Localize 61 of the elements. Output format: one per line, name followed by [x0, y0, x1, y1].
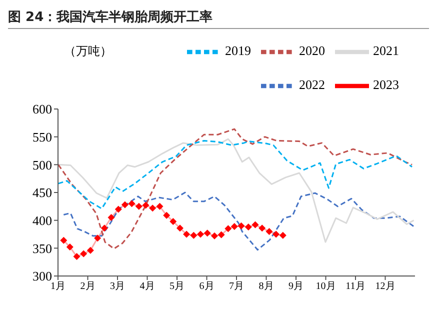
point	[210, 232, 218, 240]
legend-label: 2019	[225, 42, 251, 58]
x-tick-label: 7月	[229, 281, 244, 292]
y-tick-label: 450	[32, 185, 52, 200]
point	[121, 201, 128, 208]
point	[170, 218, 177, 225]
legend-label: 2021	[373, 42, 399, 58]
point	[94, 234, 102, 242]
y-axis-title: （万吨）	[64, 43, 112, 60]
point	[86, 246, 94, 254]
point	[224, 225, 232, 232]
point	[156, 202, 164, 210]
x-tick-label: 12月	[375, 281, 396, 292]
point	[244, 224, 252, 231]
point	[204, 230, 211, 237]
point	[135, 202, 142, 210]
point	[252, 221, 259, 228]
point	[190, 232, 198, 239]
point	[108, 214, 115, 222]
x-tick-label: 8月	[258, 281, 274, 292]
y-tick-label: 600	[32, 102, 52, 117]
x-tick-label: 6月	[199, 281, 214, 292]
legend-label: 2023	[373, 76, 399, 92]
point	[66, 244, 74, 251]
legend-label: 2020	[299, 42, 325, 58]
y-tick-label: 300	[32, 268, 52, 284]
x-tick-label: 4月	[140, 281, 155, 292]
point	[258, 224, 266, 232]
x-tick-label: 11月	[346, 281, 366, 292]
point	[128, 200, 136, 208]
x-tick-label: 3月	[110, 281, 125, 292]
y-tick-label: 400	[32, 212, 52, 228]
point	[149, 204, 156, 212]
point	[238, 222, 245, 230]
point	[60, 236, 68, 244]
legend-label: 2022	[299, 76, 325, 92]
point	[266, 228, 273, 235]
x-tick-label: 10月	[316, 281, 336, 292]
point	[197, 230, 204, 238]
chart-title: 图 24：我国汽车半钢胎周频开工率	[8, 8, 429, 29]
point	[218, 231, 225, 238]
point	[80, 250, 88, 258]
point	[272, 230, 280, 238]
y-tick-label: 550	[32, 129, 52, 144]
x-tick-label: 2月	[80, 281, 96, 292]
point	[73, 253, 80, 260]
line-series	[62, 192, 415, 251]
point	[163, 212, 170, 219]
y-tick-label: 350	[32, 240, 52, 256]
x-tick-label: 5月	[170, 281, 184, 292]
point	[100, 224, 108, 232]
point	[176, 224, 184, 232]
point	[279, 232, 286, 239]
x-tick-label: 9月	[288, 281, 304, 292]
line-series	[58, 140, 413, 210]
point	[230, 222, 238, 230]
y-tick-label: 500	[32, 157, 52, 172]
point	[114, 206, 122, 213]
point	[142, 202, 150, 209]
point	[183, 230, 190, 238]
x-tick-label: 1月	[50, 281, 66, 292]
